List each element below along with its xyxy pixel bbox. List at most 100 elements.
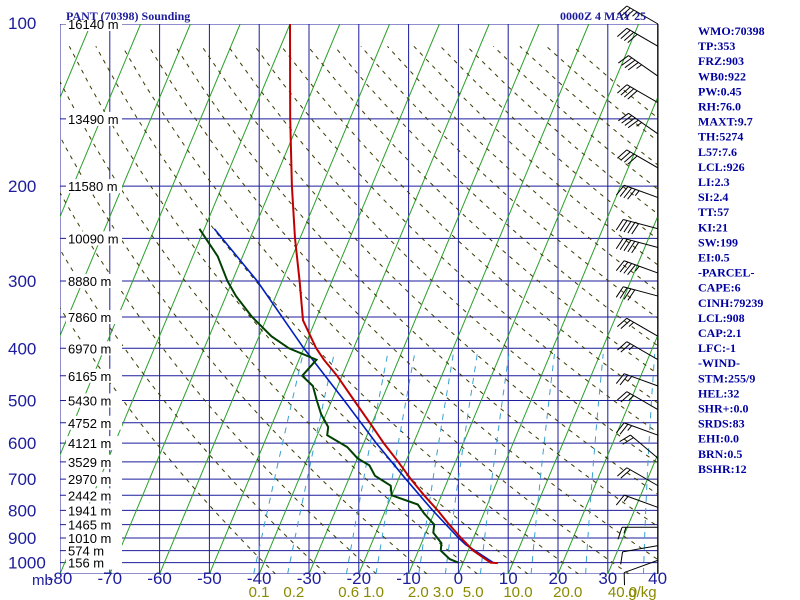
height-label-background	[66, 454, 122, 469]
wind-barb	[615, 260, 659, 276]
y-tick-label: 800	[8, 501, 36, 520]
barb-flag	[620, 319, 631, 330]
wind-barb	[617, 526, 658, 540]
height-label-background	[66, 17, 122, 31]
index-item: HEL:32	[698, 386, 739, 400]
index-item: FRZ:903	[698, 54, 744, 68]
height-label: 1941 m	[68, 503, 111, 518]
mixing-ratio-line	[253, 353, 304, 574]
dewpoint-trace	[198, 228, 459, 564]
barb-staff	[623, 286, 659, 297]
chart-datetime: 0000Z 4 MAY 25	[560, 9, 646, 23]
barb-flag	[617, 341, 628, 351]
index-item: SRDS:83	[698, 417, 745, 431]
mixing-ratio-label: 5.0	[463, 584, 484, 600]
barb-flag	[623, 187, 633, 199]
barb-flag	[620, 151, 631, 161]
isotherm-line	[60, 24, 191, 338]
barb-flag	[619, 434, 631, 443]
parcel-trace	[213, 228, 494, 564]
height-label-background	[66, 393, 122, 408]
wind-barb	[615, 422, 659, 436]
barb-staff	[623, 218, 659, 230]
index-item: EI:0.5	[698, 251, 730, 265]
barb-flag	[623, 88, 635, 98]
y-tick-label: 300	[8, 272, 36, 291]
barb-flag	[631, 242, 640, 254]
wind-barb	[617, 84, 659, 104]
barb-staff	[624, 422, 659, 436]
wind-barb	[623, 559, 659, 586]
barb-half-flag	[627, 376, 633, 382]
index-item: SI:2.4	[698, 190, 728, 204]
wind-barb	[617, 317, 659, 337]
barb-flag	[623, 239, 632, 252]
temperature-trace	[289, 24, 498, 565]
height-label-background	[66, 543, 122, 558]
isotherm-line	[0, 24, 41, 574]
barb-flag	[619, 238, 628, 251]
y-tick-label: 500	[8, 391, 36, 410]
chart-title: PANT (70398) Sounding	[66, 9, 190, 23]
barb-flag	[615, 260, 625, 271]
isotherm-line	[258, 24, 490, 574]
barb-half-flag	[636, 122, 642, 127]
mixing-ratio-line	[345, 353, 389, 574]
dry-adiabat	[413, 45, 658, 266]
barb-flag	[623, 9, 635, 19]
height-labels: 16140 m 13490 m 11580 m 10090 m 8880 m 7860 m…	[66, 17, 122, 571]
index-item: LFC:-1	[698, 341, 736, 355]
height-label-background	[66, 530, 122, 545]
barb-flag	[617, 467, 628, 477]
barb-flag	[631, 223, 640, 235]
barb-half-flag	[627, 425, 633, 431]
y-tick-label: 200	[8, 177, 36, 196]
barb-flag	[619, 423, 629, 435]
barb-flag	[624, 59, 636, 69]
wind-barb	[615, 286, 659, 301]
height-label-background	[66, 415, 122, 430]
x-tick-label: 40	[648, 569, 667, 588]
barb-flag	[627, 189, 636, 200]
barb-half-flag	[636, 64, 642, 69]
wind-barb	[618, 55, 659, 77]
barb-staff	[626, 467, 659, 487]
isotherm-line	[208, 24, 440, 574]
index-item: L57:7.6	[698, 145, 737, 159]
y-tick-label: 100	[8, 14, 36, 33]
mixing-ratio-line	[479, 353, 510, 574]
barb-flag	[620, 551, 624, 565]
isobar-isotherm-grid	[0, 24, 658, 574]
barb-flag	[619, 261, 629, 273]
index-item: -WIND-	[698, 356, 740, 370]
height-label: 574 m	[68, 544, 104, 559]
isotherm-line	[408, 24, 640, 574]
barb-flag	[627, 222, 636, 234]
barb-staff	[630, 434, 659, 459]
height-label-background	[66, 488, 122, 503]
dry-adiabat	[60, 191, 377, 574]
index-item: LI:2.3	[698, 175, 730, 189]
mixing-ratio-label: 0.2	[283, 584, 304, 600]
height-label: 2970 m	[68, 472, 111, 487]
barb-staff	[628, 112, 659, 135]
x-tick-label: -50	[197, 569, 222, 588]
barb-flag	[617, 27, 628, 38]
barb-flag	[627, 264, 636, 276]
height-label-background	[66, 503, 122, 518]
barb-flag	[620, 29, 631, 40]
wind-barb	[615, 373, 659, 387]
barb-flag	[621, 115, 633, 124]
y-tick-label: 400	[8, 339, 36, 358]
height-label-background	[66, 231, 122, 246]
height-label-background	[66, 436, 122, 451]
height-label: 7860 m	[68, 310, 111, 325]
index-item: PW:0.45	[698, 84, 742, 98]
barb-flag	[615, 422, 625, 434]
barb-flag	[623, 153, 635, 163]
mixing-ratio-label: 2.0	[408, 584, 429, 600]
barb-staff	[628, 55, 659, 77]
barb-staff	[624, 494, 659, 508]
height-label: 1010 m	[68, 531, 111, 546]
